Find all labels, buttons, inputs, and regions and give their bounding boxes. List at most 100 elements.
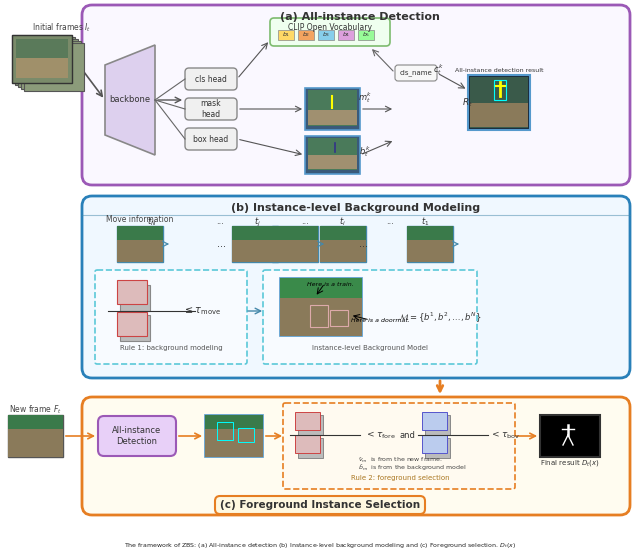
Text: Instance-level Background Model: Instance-level Background Model [312,345,428,351]
Bar [232,240,278,262]
Text: $< \tau_{\mathrm{bov}}$: $< \tau_{\mathrm{bov}}$ [490,429,520,441]
Text: Move information: Move information [106,216,173,225]
Bar [310,305,328,327]
FancyBboxPatch shape [82,397,630,515]
FancyBboxPatch shape [263,270,477,364]
Bar [308,110,357,125]
Bar [272,226,318,262]
Bar [358,30,374,40]
Bar [298,415,323,435]
Bar [117,226,163,262]
Bar [205,429,263,457]
Bar [308,90,357,126]
Bar [298,30,314,40]
Bar [470,77,528,128]
Bar [232,226,278,240]
Text: CLIP Open Vocabulary: CLIP Open Vocabulary [288,23,372,32]
Text: $b_4$: $b_4$ [342,30,350,39]
Text: Here is a doormat.: Here is a doormat. [351,317,410,322]
Text: The framework of ZBS: (a) All-instance detection (b) Instance-level background m: The framework of ZBS: (a) All-instance d… [124,540,516,550]
FancyBboxPatch shape [185,68,237,90]
Bar [305,88,360,130]
Bar [280,278,362,336]
Bar [12,35,72,83]
Text: mask
head: mask head [201,100,221,119]
Bar [338,30,354,40]
Text: $c_t^k$: $c_t^k$ [433,62,444,77]
Bar [470,103,528,127]
Text: ...: ... [386,217,394,227]
Bar [117,226,163,240]
Polygon shape [105,45,155,155]
Text: $b_1$: $b_1$ [282,30,290,39]
Bar [117,280,147,304]
Text: ...: ... [301,217,309,227]
Bar [298,438,323,458]
Text: $\mathcal{M} = \{b^1, b^2, \ldots, b^N\}$: $\mathcal{M} = \{b^1, b^2, \ldots, b^N\}… [398,311,482,325]
Text: $R_t$: $R_t$ [461,97,472,109]
Bar [425,415,450,435]
Bar [468,75,530,130]
Bar [407,226,453,262]
FancyBboxPatch shape [215,496,425,514]
Bar [305,136,360,174]
Text: cls head: cls head [195,75,227,84]
Bar [280,278,362,298]
Bar [15,37,75,85]
Bar [272,226,318,240]
Text: $m_t^k$: $m_t^k$ [358,91,372,106]
Text: $t_N$: $t_N$ [147,216,157,228]
Text: All-instance detection result: All-instance detection result [455,69,543,74]
FancyBboxPatch shape [95,270,247,364]
Bar [217,422,233,440]
Text: $b_2$: $b_2$ [302,30,310,39]
Bar [232,226,278,262]
Bar [422,412,447,430]
FancyBboxPatch shape [82,196,630,378]
Bar [330,310,348,326]
FancyBboxPatch shape [270,18,390,46]
Bar [320,226,366,262]
Bar [308,138,357,170]
Text: ...: ... [218,239,227,249]
FancyBboxPatch shape [283,403,515,489]
Bar [407,240,453,262]
Text: cls_name: cls_name [399,70,433,76]
Bar [8,415,63,429]
Bar [205,415,263,457]
Bar [295,435,320,453]
Text: $t_j$: $t_j$ [253,216,260,228]
Text: $b_3$: $b_3$ [322,30,330,39]
Text: All-instance
Detection: All-instance Detection [113,426,162,446]
Bar [272,240,318,262]
Text: and: and [399,430,415,440]
Bar [295,412,320,430]
Bar [318,30,334,40]
Bar [16,39,68,77]
FancyBboxPatch shape [82,5,630,185]
Text: $b_5$: $b_5$ [362,30,370,39]
Bar [120,285,150,311]
Text: Final result $D_t(x)$: Final result $D_t(x)$ [540,458,600,468]
Text: box head: box head [193,134,228,143]
Bar [24,43,84,91]
Bar [238,428,254,442]
Text: $\hat{v}_m$  is from the new frame.: $\hat{v}_m$ is from the new frame. [358,455,443,465]
Bar [16,58,68,78]
Bar [12,35,72,83]
FancyBboxPatch shape [395,65,437,81]
Bar [205,415,263,429]
Bar [308,155,357,169]
Bar [18,39,78,87]
Bar [117,240,163,262]
Text: $t_1$: $t_1$ [420,216,429,228]
Text: $\hat{b}_m$  is from the background model: $\hat{b}_m$ is from the background model [358,463,467,473]
Bar [8,429,63,457]
Bar [422,435,447,453]
Bar [280,298,362,336]
Bar [494,80,506,100]
Text: New frame $F_t$: New frame $F_t$ [8,404,61,416]
Bar [425,438,450,458]
Text: (c) Foreground Instance Selection: (c) Foreground Instance Selection [220,500,420,510]
Text: ...: ... [216,217,224,227]
